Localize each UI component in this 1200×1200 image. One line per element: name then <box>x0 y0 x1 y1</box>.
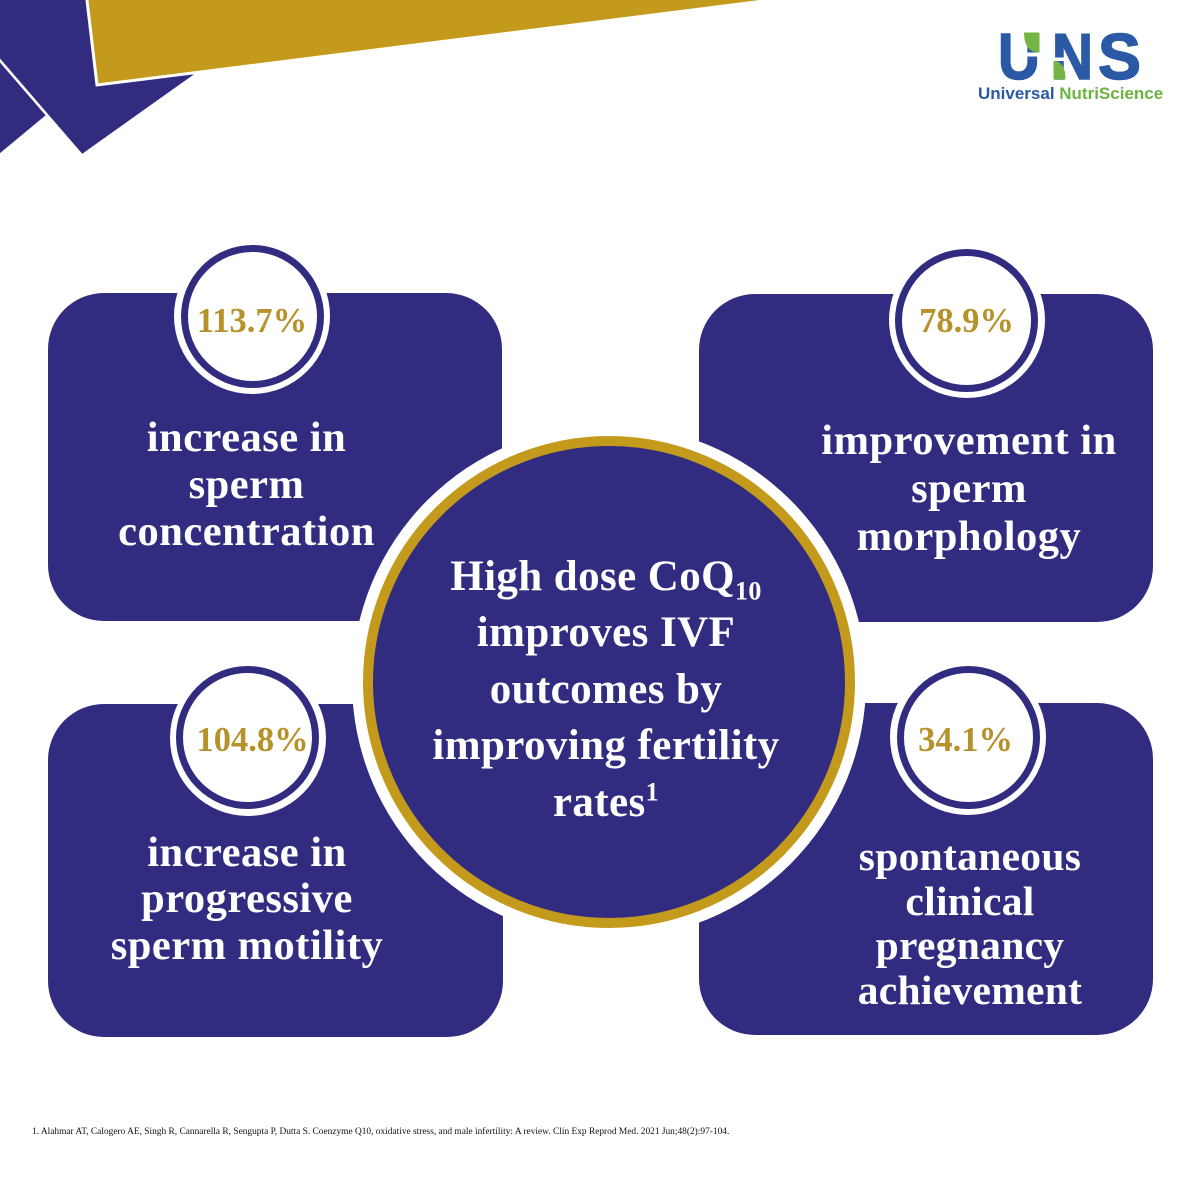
svg-text:N: N <box>1052 20 1093 93</box>
svg-text:Universal NutriScience: Universal NutriScience <box>978 84 1163 103</box>
svg-text:S: S <box>1098 20 1141 93</box>
